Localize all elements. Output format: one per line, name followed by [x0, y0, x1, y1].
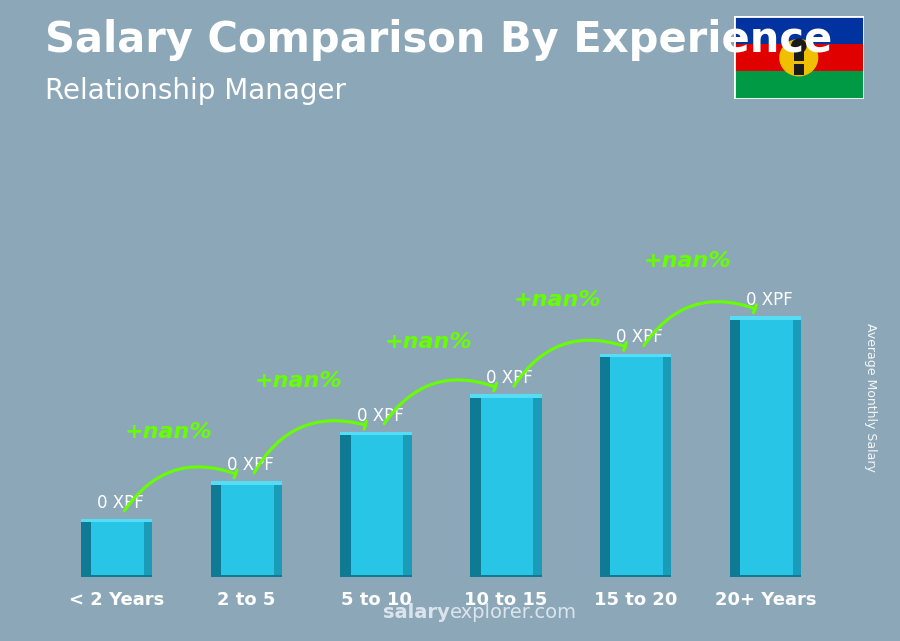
Polygon shape — [274, 481, 282, 577]
Text: +nan%: +nan% — [255, 371, 342, 392]
Polygon shape — [81, 519, 91, 577]
Polygon shape — [534, 394, 542, 577]
Polygon shape — [81, 519, 152, 522]
Polygon shape — [144, 519, 152, 577]
Circle shape — [791, 38, 806, 53]
Polygon shape — [600, 354, 671, 577]
Polygon shape — [730, 316, 801, 577]
Text: +nan%: +nan% — [124, 422, 212, 442]
Polygon shape — [730, 574, 801, 577]
Polygon shape — [340, 574, 412, 577]
Bar — [734, 44, 864, 71]
Polygon shape — [340, 432, 412, 435]
Polygon shape — [730, 316, 741, 577]
Text: explorer.com: explorer.com — [450, 603, 577, 622]
Text: +nan%: +nan% — [644, 251, 732, 271]
Text: Average Monthly Salary: Average Monthly Salary — [865, 323, 878, 472]
Text: 0 XPF: 0 XPF — [486, 369, 533, 387]
Bar — [789, 62, 808, 64]
Polygon shape — [211, 481, 282, 485]
Bar — [734, 16, 864, 44]
Polygon shape — [211, 481, 220, 577]
Text: Relationship Manager: Relationship Manager — [45, 77, 346, 105]
Text: +nan%: +nan% — [514, 290, 602, 310]
Polygon shape — [470, 394, 542, 398]
Text: 0 XPF: 0 XPF — [97, 494, 144, 512]
Polygon shape — [470, 574, 542, 577]
Polygon shape — [81, 574, 152, 577]
Polygon shape — [793, 316, 801, 577]
Polygon shape — [81, 519, 152, 577]
Polygon shape — [340, 432, 412, 577]
Polygon shape — [730, 316, 801, 319]
Text: 0 XPF: 0 XPF — [746, 291, 793, 309]
Text: salary: salary — [383, 603, 450, 622]
Text: 0 XPF: 0 XPF — [616, 328, 663, 347]
Polygon shape — [470, 394, 481, 577]
Polygon shape — [600, 574, 671, 577]
Text: 0 XPF: 0 XPF — [356, 407, 403, 425]
Bar — [734, 71, 864, 99]
Polygon shape — [211, 481, 282, 577]
Polygon shape — [211, 574, 282, 577]
Text: 0 XPF: 0 XPF — [227, 456, 274, 474]
Bar — [794, 46, 804, 75]
Polygon shape — [663, 354, 671, 577]
Polygon shape — [600, 354, 671, 357]
Polygon shape — [403, 432, 412, 577]
Circle shape — [779, 39, 818, 76]
Polygon shape — [470, 394, 542, 577]
Polygon shape — [600, 354, 610, 577]
Text: Salary Comparison By Experience: Salary Comparison By Experience — [45, 19, 832, 62]
Text: +nan%: +nan% — [384, 332, 472, 353]
Polygon shape — [340, 432, 351, 577]
